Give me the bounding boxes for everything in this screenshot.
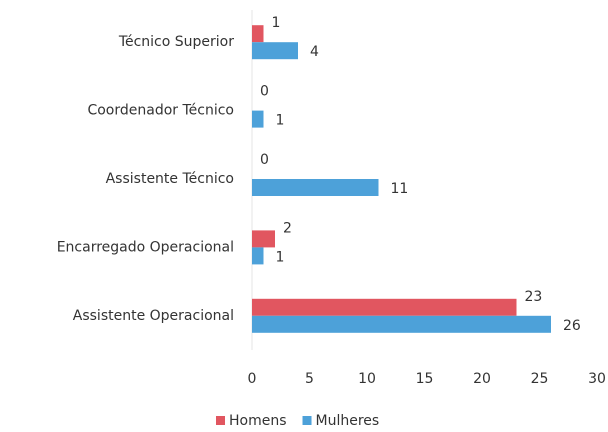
y-tick-label: Encarregado Operacional — [57, 239, 234, 255]
legend-label: Homens — [229, 413, 287, 429]
value-label: 23 — [525, 289, 543, 305]
x-tick-label: 25 — [531, 371, 549, 387]
bar — [252, 230, 275, 248]
value-label: 0 — [260, 84, 269, 100]
y-tick-label: Assistente Técnico — [106, 171, 234, 187]
bar — [252, 25, 264, 43]
value-label: 26 — [563, 318, 581, 334]
y-tick-label: Coordenador Técnico — [87, 103, 234, 119]
y-tick-label: Técnico Superior — [118, 34, 234, 50]
bar — [252, 42, 298, 60]
value-label: 1 — [276, 113, 285, 129]
value-label: 0 — [260, 152, 269, 168]
value-label: 4 — [310, 44, 319, 60]
legend-swatch — [302, 416, 312, 425]
value-label: 11 — [391, 181, 409, 197]
value-label: 2 — [283, 220, 292, 236]
bar — [252, 298, 517, 316]
x-tick-label: 10 — [358, 371, 376, 387]
x-tick-label: 0 — [248, 371, 257, 387]
value-label: 1 — [272, 15, 281, 31]
x-tick-label: 5 — [305, 371, 314, 387]
x-tick-label: 30 — [588, 371, 606, 387]
x-tick-label: 20 — [473, 371, 491, 387]
legend-label: Mulheres — [316, 413, 380, 429]
bar — [252, 110, 264, 128]
bar — [252, 179, 379, 196]
y-tick-label: Assistente Operacional — [73, 308, 234, 324]
legend-swatch — [216, 416, 225, 425]
value-label: 1 — [276, 249, 285, 265]
bar — [252, 247, 264, 265]
x-tick-label: 15 — [416, 371, 434, 387]
bar — [252, 315, 551, 333]
